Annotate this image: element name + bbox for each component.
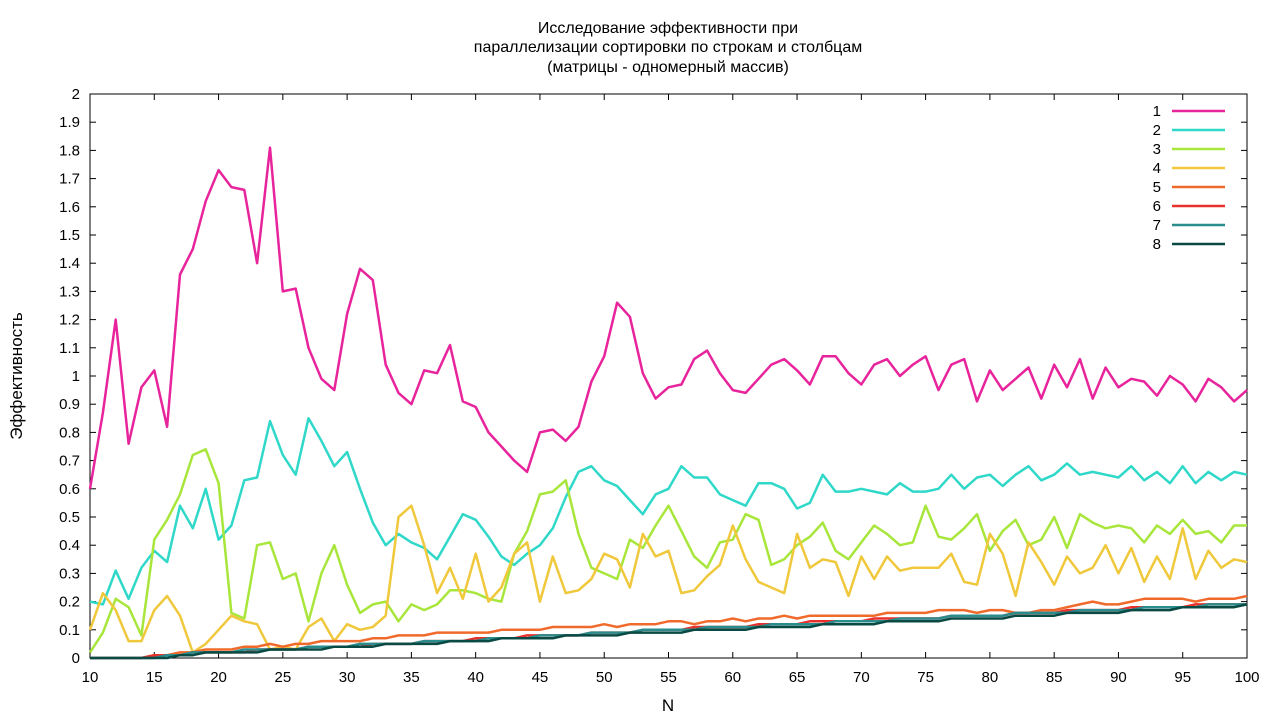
legend-label-6: 6 xyxy=(1153,198,1161,215)
x-tick-label: 20 xyxy=(210,669,227,686)
y-tick-label: 2 xyxy=(72,86,80,103)
y-tick-label: 0.6 xyxy=(59,481,80,498)
y-tick-label: 1.9 xyxy=(59,114,80,131)
chart-title: Исследование эффективности при параллели… xyxy=(474,20,862,76)
x-tick-label: 100 xyxy=(1234,669,1259,686)
legend-label-8: 8 xyxy=(1153,236,1161,253)
legend-label-7: 7 xyxy=(1153,217,1161,234)
legend-label-3: 3 xyxy=(1153,141,1161,158)
series-line-1 xyxy=(88,146,1248,490)
y-tick-label: 1.6 xyxy=(59,199,80,216)
legend-label-2: 2 xyxy=(1153,122,1161,139)
y-tick-label: 0.9 xyxy=(59,396,80,413)
chart-title-line-3: (матрицы - одномерный массив) xyxy=(547,59,789,76)
x-axis-label: N xyxy=(662,696,674,715)
series-line-5 xyxy=(90,594,1248,660)
x-tick-label: 70 xyxy=(853,669,870,686)
y-tick-label: 0.1 xyxy=(59,622,80,639)
x-tick-label: 95 xyxy=(1174,669,1191,686)
y-tick-label: 1.7 xyxy=(59,171,80,188)
y-tick-label: 0.4 xyxy=(59,537,80,554)
series-line-8 xyxy=(90,603,1248,660)
x-tick-label: 60 xyxy=(724,669,741,686)
legend-label-5: 5 xyxy=(1153,179,1161,196)
y-tick-label: 1.5 xyxy=(59,227,80,244)
y-axis-label: Эффективность xyxy=(7,312,26,440)
chart-title-line-2: параллелизации сортировки по строкам и с… xyxy=(474,39,862,56)
x-tick-label: 75 xyxy=(917,669,934,686)
y-tick-label: 1.2 xyxy=(59,312,80,329)
y-tick-label: 1 xyxy=(72,368,80,385)
x-tick-label: 55 xyxy=(660,669,677,686)
legend-label-1: 1 xyxy=(1153,103,1161,120)
x-axis: 10 15 20 25 30 35 40 45 50 55 60 65 70 75 80 85 90 95 100 xyxy=(82,94,1260,686)
y-tick-label: 0.7 xyxy=(59,453,80,470)
x-tick-label: 80 xyxy=(982,669,999,686)
legend-label-4: 4 xyxy=(1153,160,1161,177)
x-tick-label: 40 xyxy=(467,669,484,686)
y-axis: 0 0.1 0.2 0.3 0.4 0.5 0.6 0.7 0.8 0.9 1 1.1 1.2 1.3 1.… xyxy=(59,86,1247,667)
series-layer xyxy=(88,146,1248,660)
y-tick-label: 0 xyxy=(72,650,80,667)
x-tick-label: 65 xyxy=(789,669,806,686)
x-tick-label: 85 xyxy=(1046,669,1063,686)
y-tick-label: 1.1 xyxy=(59,340,80,357)
y-tick-label: 0.8 xyxy=(59,424,80,441)
x-tick-label: 10 xyxy=(82,669,99,686)
y-tick-label: 0.2 xyxy=(59,594,80,611)
x-tick-label: 35 xyxy=(403,669,420,686)
legend: 1 2 3 4 5 6 7 8 xyxy=(1153,103,1225,253)
y-tick-label: 0.5 xyxy=(59,509,80,526)
series-line-2 xyxy=(89,417,1248,606)
x-tick-label: 15 xyxy=(146,669,163,686)
y-tick-label: 1.3 xyxy=(59,283,80,300)
x-tick-label: 50 xyxy=(596,669,613,686)
y-tick-label: 0.3 xyxy=(59,565,80,582)
series-line-3 xyxy=(88,448,1247,654)
x-tick-label: 25 xyxy=(274,669,291,686)
x-tick-label: 45 xyxy=(532,669,549,686)
x-tick-label: 90 xyxy=(1110,669,1127,686)
chart-title-line-1: Исследование эффективности при xyxy=(538,20,798,37)
x-tick-label: 30 xyxy=(339,669,356,686)
y-tick-label: 1.8 xyxy=(59,142,80,159)
y-tick-label: 1.4 xyxy=(59,255,80,272)
